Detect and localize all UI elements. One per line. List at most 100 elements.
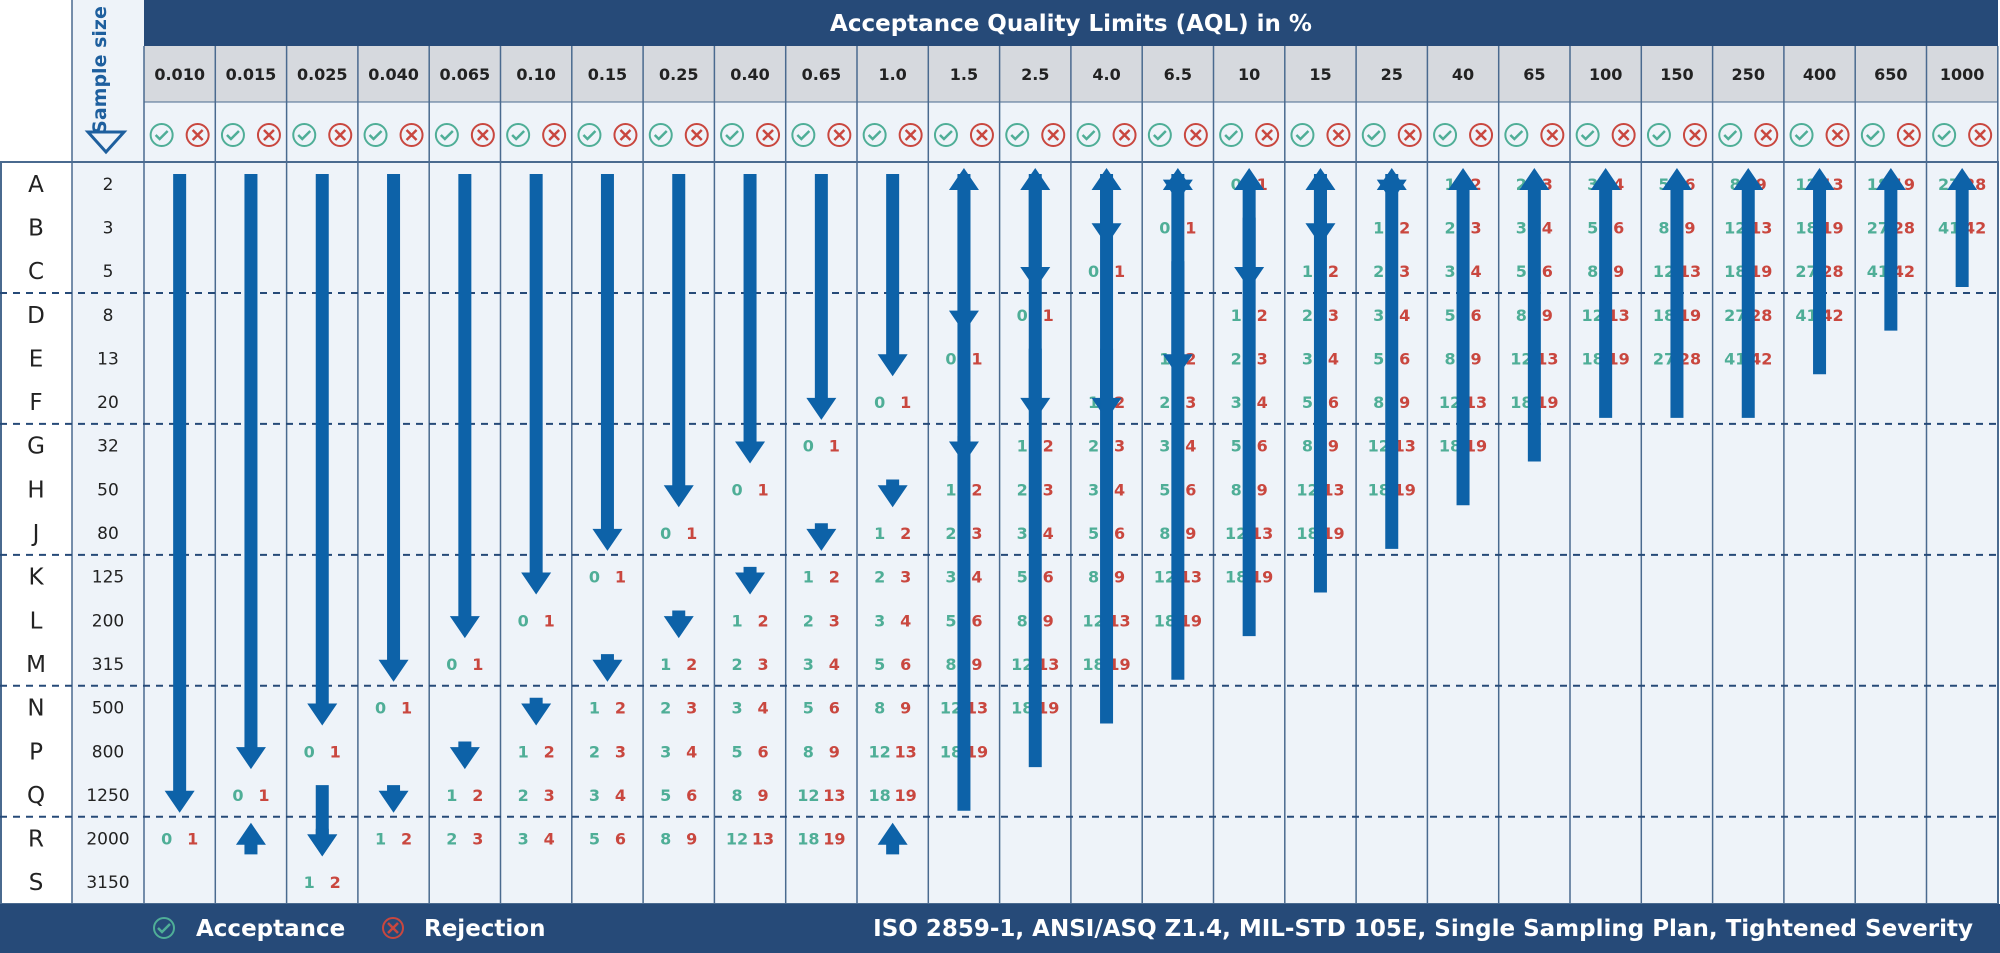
accept-number: 3: [1373, 306, 1384, 325]
arrow-up: [1091, 168, 1122, 724]
letter-column: [0, 162, 72, 904]
reject-number: 9: [1114, 568, 1125, 587]
reject-number: 9: [1756, 175, 1767, 194]
arrow-down: [307, 174, 338, 726]
check-circle-icon: [1575, 123, 1600, 147]
arrow-down: [877, 479, 908, 508]
code-letter: B: [28, 215, 44, 241]
arrow-down: [449, 741, 480, 770]
accept-number: 12: [726, 830, 748, 849]
reject-number: 19: [895, 786, 917, 805]
reject-number: 3: [971, 524, 982, 543]
accept-number: 1: [1159, 349, 1170, 368]
arrow-up: [1661, 168, 1692, 418]
aql-header-cell: 65: [1523, 65, 1545, 84]
check-circle-icon: [363, 123, 388, 147]
sample-size-value: 5: [103, 262, 114, 282]
accept-number: 12: [1582, 306, 1604, 325]
arrow-up: [1875, 168, 1906, 331]
check-circle-icon: [648, 123, 673, 147]
x-circle-icon: [256, 123, 281, 147]
accept-number: 5: [1658, 175, 1669, 194]
reject-number: 6: [971, 611, 982, 630]
x-circle-icon: [1540, 123, 1565, 147]
x-circle-icon: [1754, 123, 1779, 147]
arrow-up: [1590, 168, 1621, 418]
reject-number: 9: [1043, 611, 1054, 630]
reject-number: 2: [1257, 306, 1268, 325]
reject-number: 1: [544, 611, 555, 630]
aql-header-cell: 0.10: [516, 65, 555, 84]
reject-number: 9: [1542, 306, 1553, 325]
accept-number: 0: [1159, 218, 1170, 237]
x-circle-icon: [827, 123, 852, 147]
accept-number: 18: [1510, 393, 1532, 412]
reject-number: 9: [829, 742, 840, 761]
aql-header-cell: 6.5: [1164, 65, 1192, 84]
code-letter: Q: [27, 783, 45, 809]
arrow-up: [948, 168, 979, 811]
reject-number: 19: [1821, 218, 1843, 237]
accept-number: 5: [945, 611, 956, 630]
arrow-up: [877, 822, 908, 855]
reject-number: 4: [1542, 218, 1553, 237]
code-letter: M: [26, 652, 46, 678]
reject-number: 4: [1328, 349, 1339, 368]
accept-number: 1: [589, 699, 600, 718]
accept-number: 2: [660, 699, 671, 718]
x-circle-icon: [613, 123, 638, 147]
accept-number: 2: [1373, 262, 1384, 281]
code-letter: F: [29, 390, 42, 416]
sample-size-value: 315: [92, 655, 124, 675]
x-circle-icon: [399, 123, 424, 147]
accept-number: 12: [1368, 437, 1390, 456]
check-circle-icon: [1219, 123, 1244, 147]
code-letter: K: [28, 565, 44, 591]
accept-number: 8: [1373, 393, 1384, 412]
reject-number: 1: [401, 699, 412, 718]
reject-number: 13: [823, 786, 845, 805]
reject-number: 3: [829, 611, 840, 630]
reject-number: 9: [757, 786, 768, 805]
arrow-up: [1305, 168, 1336, 593]
sample-size-value: 32: [97, 437, 119, 457]
accept-number: 5: [1587, 218, 1598, 237]
arrow-down: [521, 697, 552, 726]
reject-number: 1: [472, 655, 483, 674]
reject-number: 28: [1750, 306, 1772, 325]
check-circle-icon: [220, 123, 245, 147]
accept-number: 2: [446, 830, 457, 849]
accept-number: 3: [518, 830, 529, 849]
accept-number: 8: [803, 742, 814, 761]
accept-number: 2: [945, 524, 956, 543]
reject-number: 2: [401, 830, 412, 849]
check-circle-icon: [1005, 123, 1030, 147]
accept-number: 5: [803, 699, 814, 718]
reject-number: 6: [1185, 480, 1196, 499]
accept-number: 3: [660, 742, 671, 761]
accept-number: 2: [803, 611, 814, 630]
reject-number: 2: [829, 568, 840, 587]
reject-number: 19: [1251, 568, 1273, 587]
reject-number: 4: [615, 786, 626, 805]
code-letter: E: [29, 346, 44, 372]
table-title: Acceptance Quality Limits (AQL) in %: [830, 11, 1312, 37]
accept-number: 3: [1159, 437, 1170, 456]
reject-number: 4: [829, 655, 840, 674]
accept-number: 1: [874, 524, 885, 543]
accept-number: 1: [731, 611, 742, 630]
triangle-down-icon[interactable]: [84, 130, 128, 155]
accept-number: 0: [446, 655, 457, 674]
reject-number: 9: [1185, 524, 1196, 543]
accept-number: 1: [304, 873, 315, 892]
accept-number: 18: [1296, 524, 1318, 543]
accept-number: 5: [1088, 524, 1099, 543]
accept-number: 27: [1724, 306, 1746, 325]
accept-number: 3: [803, 655, 814, 674]
sample-size-value: 800: [92, 742, 124, 762]
aql-header-cell: 0.15: [588, 65, 627, 84]
x-circle-icon: [1825, 123, 1850, 147]
check-circle-icon: [577, 123, 602, 147]
accept-number: 3: [589, 786, 600, 805]
